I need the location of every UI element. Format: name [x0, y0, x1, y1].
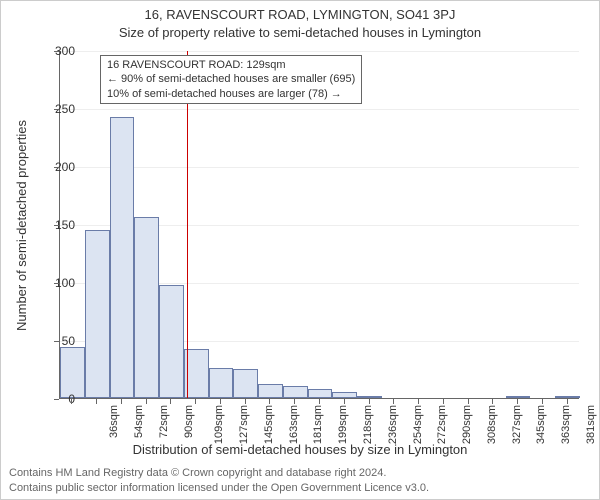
- histogram-bar: [233, 369, 258, 398]
- x-tick-mark: [269, 399, 270, 404]
- x-tick-mark: [220, 399, 221, 404]
- x-tick-mark: [443, 399, 444, 404]
- x-tick-label: 363sqm: [560, 405, 572, 444]
- y-tick-mark: [54, 109, 59, 110]
- histogram-bar: [555, 396, 580, 398]
- y-tick-label: 50: [45, 334, 75, 348]
- annotation-line: 16 RAVENSCOURT ROAD: 129sqm: [107, 58, 355, 72]
- x-tick-label: 145sqm: [263, 405, 275, 444]
- x-tick-mark: [195, 399, 196, 404]
- x-tick-mark: [369, 399, 370, 404]
- x-tick-label: 345sqm: [535, 405, 547, 444]
- x-tick-label: 36sqm: [108, 405, 120, 438]
- x-tick-label: 290sqm: [461, 405, 473, 444]
- x-tick-mark: [96, 399, 97, 404]
- x-tick-mark: [71, 399, 72, 404]
- y-tick-label: 200: [45, 160, 75, 174]
- histogram-bar: [209, 368, 234, 398]
- grid-line: [60, 51, 579, 52]
- footer-line: Contains public sector information licen…: [9, 481, 429, 495]
- x-tick-label: 272sqm: [436, 405, 448, 444]
- x-tick-mark: [121, 399, 122, 404]
- x-tick-label: 381sqm: [585, 405, 597, 444]
- histogram-bar: [110, 117, 135, 398]
- page-title: 16, RAVENSCOURT ROAD, LYMINGTON, SO41 3P…: [1, 7, 599, 22]
- histogram-bar: [308, 389, 333, 398]
- histogram-bar: [332, 392, 357, 398]
- histogram-bar: [60, 347, 85, 398]
- y-tick-mark: [54, 51, 59, 52]
- x-tick-label: 127sqm: [238, 405, 250, 444]
- y-tick-mark: [54, 341, 59, 342]
- histogram-bar: [357, 396, 382, 398]
- y-tick-mark: [54, 399, 59, 400]
- x-tick-mark: [567, 399, 568, 404]
- grid-line: [60, 109, 579, 110]
- x-tick-label: 181sqm: [313, 405, 325, 444]
- x-tick-mark: [418, 399, 419, 404]
- annotation-line: 10% of semi-detached houses are larger (…: [107, 87, 355, 101]
- plot-area: 16 RAVENSCOURT ROAD: 129sqm ← 90% of sem…: [59, 51, 579, 399]
- x-tick-mark: [245, 399, 246, 404]
- x-tick-mark: [393, 399, 394, 404]
- x-tick-label: 163sqm: [288, 405, 300, 444]
- histogram-bar: [159, 285, 184, 398]
- grid-line: [60, 167, 579, 168]
- y-tick-mark: [54, 167, 59, 168]
- x-tick-label: 254sqm: [412, 405, 424, 444]
- histogram-bar: [85, 230, 110, 398]
- x-tick-mark: [492, 399, 493, 404]
- y-tick-label: 250: [45, 102, 75, 116]
- footer-line: Contains HM Land Registry data © Crown c…: [9, 466, 429, 480]
- x-tick-mark: [294, 399, 295, 404]
- y-axis-label: Number of semi-detached properties: [13, 51, 29, 399]
- x-tick-mark: [542, 399, 543, 404]
- annotation-box: 16 RAVENSCOURT ROAD: 129sqm ← 90% of sem…: [100, 55, 362, 104]
- y-tick-label: 300: [45, 44, 75, 58]
- histogram-bar: [134, 217, 159, 398]
- x-axis-title: Distribution of semi-detached houses by …: [1, 442, 599, 457]
- y-tick-label: 100: [45, 276, 75, 290]
- annotation-line: ← 90% of semi-detached houses are smalle…: [107, 72, 355, 86]
- x-tick-label: 72sqm: [158, 405, 170, 438]
- histogram-bar: [506, 396, 531, 398]
- x-tick-label: 308sqm: [486, 405, 498, 444]
- x-tick-mark: [517, 399, 518, 404]
- x-tick-label: 327sqm: [511, 405, 523, 444]
- x-tick-mark: [468, 399, 469, 404]
- x-tick-mark: [344, 399, 345, 404]
- footer: Contains HM Land Registry data © Crown c…: [9, 466, 429, 495]
- x-tick-label: 109sqm: [214, 405, 226, 444]
- y-tick-mark: [54, 283, 59, 284]
- histogram-bar: [258, 384, 283, 398]
- histogram-bar: [283, 386, 308, 398]
- chart-container: 16, RAVENSCOURT ROAD, LYMINGTON, SO41 3P…: [0, 0, 600, 500]
- x-tick-label: 54sqm: [133, 405, 145, 438]
- x-tick-label: 90sqm: [183, 405, 195, 438]
- x-tick-label: 218sqm: [362, 405, 374, 444]
- y-tick-label: 150: [45, 218, 75, 232]
- chart-subtitle: Size of property relative to semi-detach…: [1, 25, 599, 40]
- x-tick-mark: [146, 399, 147, 404]
- x-tick-label: 199sqm: [337, 405, 349, 444]
- x-tick-mark: [319, 399, 320, 404]
- x-tick-mark: [170, 399, 171, 404]
- x-tick-label: 236sqm: [387, 405, 399, 444]
- y-tick-mark: [54, 225, 59, 226]
